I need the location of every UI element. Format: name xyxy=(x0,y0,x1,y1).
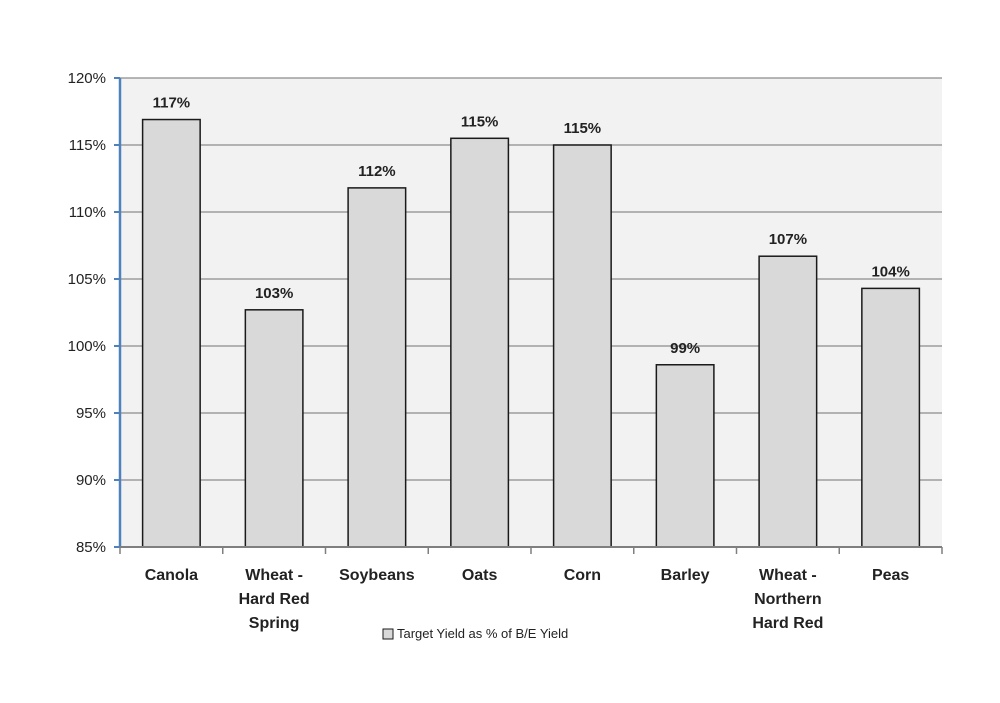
y-tick-label: 100% xyxy=(68,338,106,355)
category-labels: Canola Wheat -Hard Red Spring Soybeans Oats C… xyxy=(145,567,910,632)
bar xyxy=(450,137,510,548)
legend-label: Target Yield as % of B/E Yield xyxy=(397,626,568,641)
bar xyxy=(141,118,201,548)
y-tick-label: 90% xyxy=(76,472,106,489)
bar xyxy=(347,187,407,548)
y-tick-label: 115% xyxy=(69,137,106,154)
axes xyxy=(114,77,943,554)
y-tick-label: 85% xyxy=(76,539,106,556)
legend: Target Yield as % of B/E Yield xyxy=(382,626,568,641)
category-label: Canola xyxy=(145,567,198,584)
bar xyxy=(552,144,612,548)
y-tick-label: 105% xyxy=(68,271,106,288)
legend-swatch xyxy=(382,628,394,640)
bar xyxy=(758,255,818,548)
category-label: Oats xyxy=(462,567,498,584)
category-label: Wheat -Northern Hard Red xyxy=(752,567,823,632)
data-label: 99% xyxy=(670,340,700,357)
y-tick-label: 110% xyxy=(69,204,106,221)
category-label: Soybeans xyxy=(339,567,415,584)
data-label: 115% xyxy=(564,120,602,137)
bar xyxy=(861,287,921,548)
category-label: Peas xyxy=(872,567,909,584)
data-label: 103% xyxy=(255,285,293,302)
bar xyxy=(244,309,304,548)
data-label: 112% xyxy=(358,163,396,180)
bar xyxy=(655,364,715,548)
y-tick-label: 120% xyxy=(68,70,106,87)
data-label: 107% xyxy=(769,231,807,248)
data-label: 104% xyxy=(871,263,909,280)
plot-area xyxy=(120,78,942,547)
y-tick-label: 95% xyxy=(76,405,106,422)
category-label: Barley xyxy=(661,567,710,584)
data-label: 115% xyxy=(461,113,499,130)
data-label: 117% xyxy=(153,95,191,112)
y-tick-labels: 85% 90% 95% 100% 105% 110% 115% 120% xyxy=(68,70,106,556)
bars xyxy=(141,118,921,548)
category-label: Wheat -Hard Red Spring xyxy=(239,567,310,632)
data-labels: 117% 103% 112% 115% 115% 99% 107% 104% xyxy=(153,95,910,357)
category-label: Corn xyxy=(564,567,601,584)
